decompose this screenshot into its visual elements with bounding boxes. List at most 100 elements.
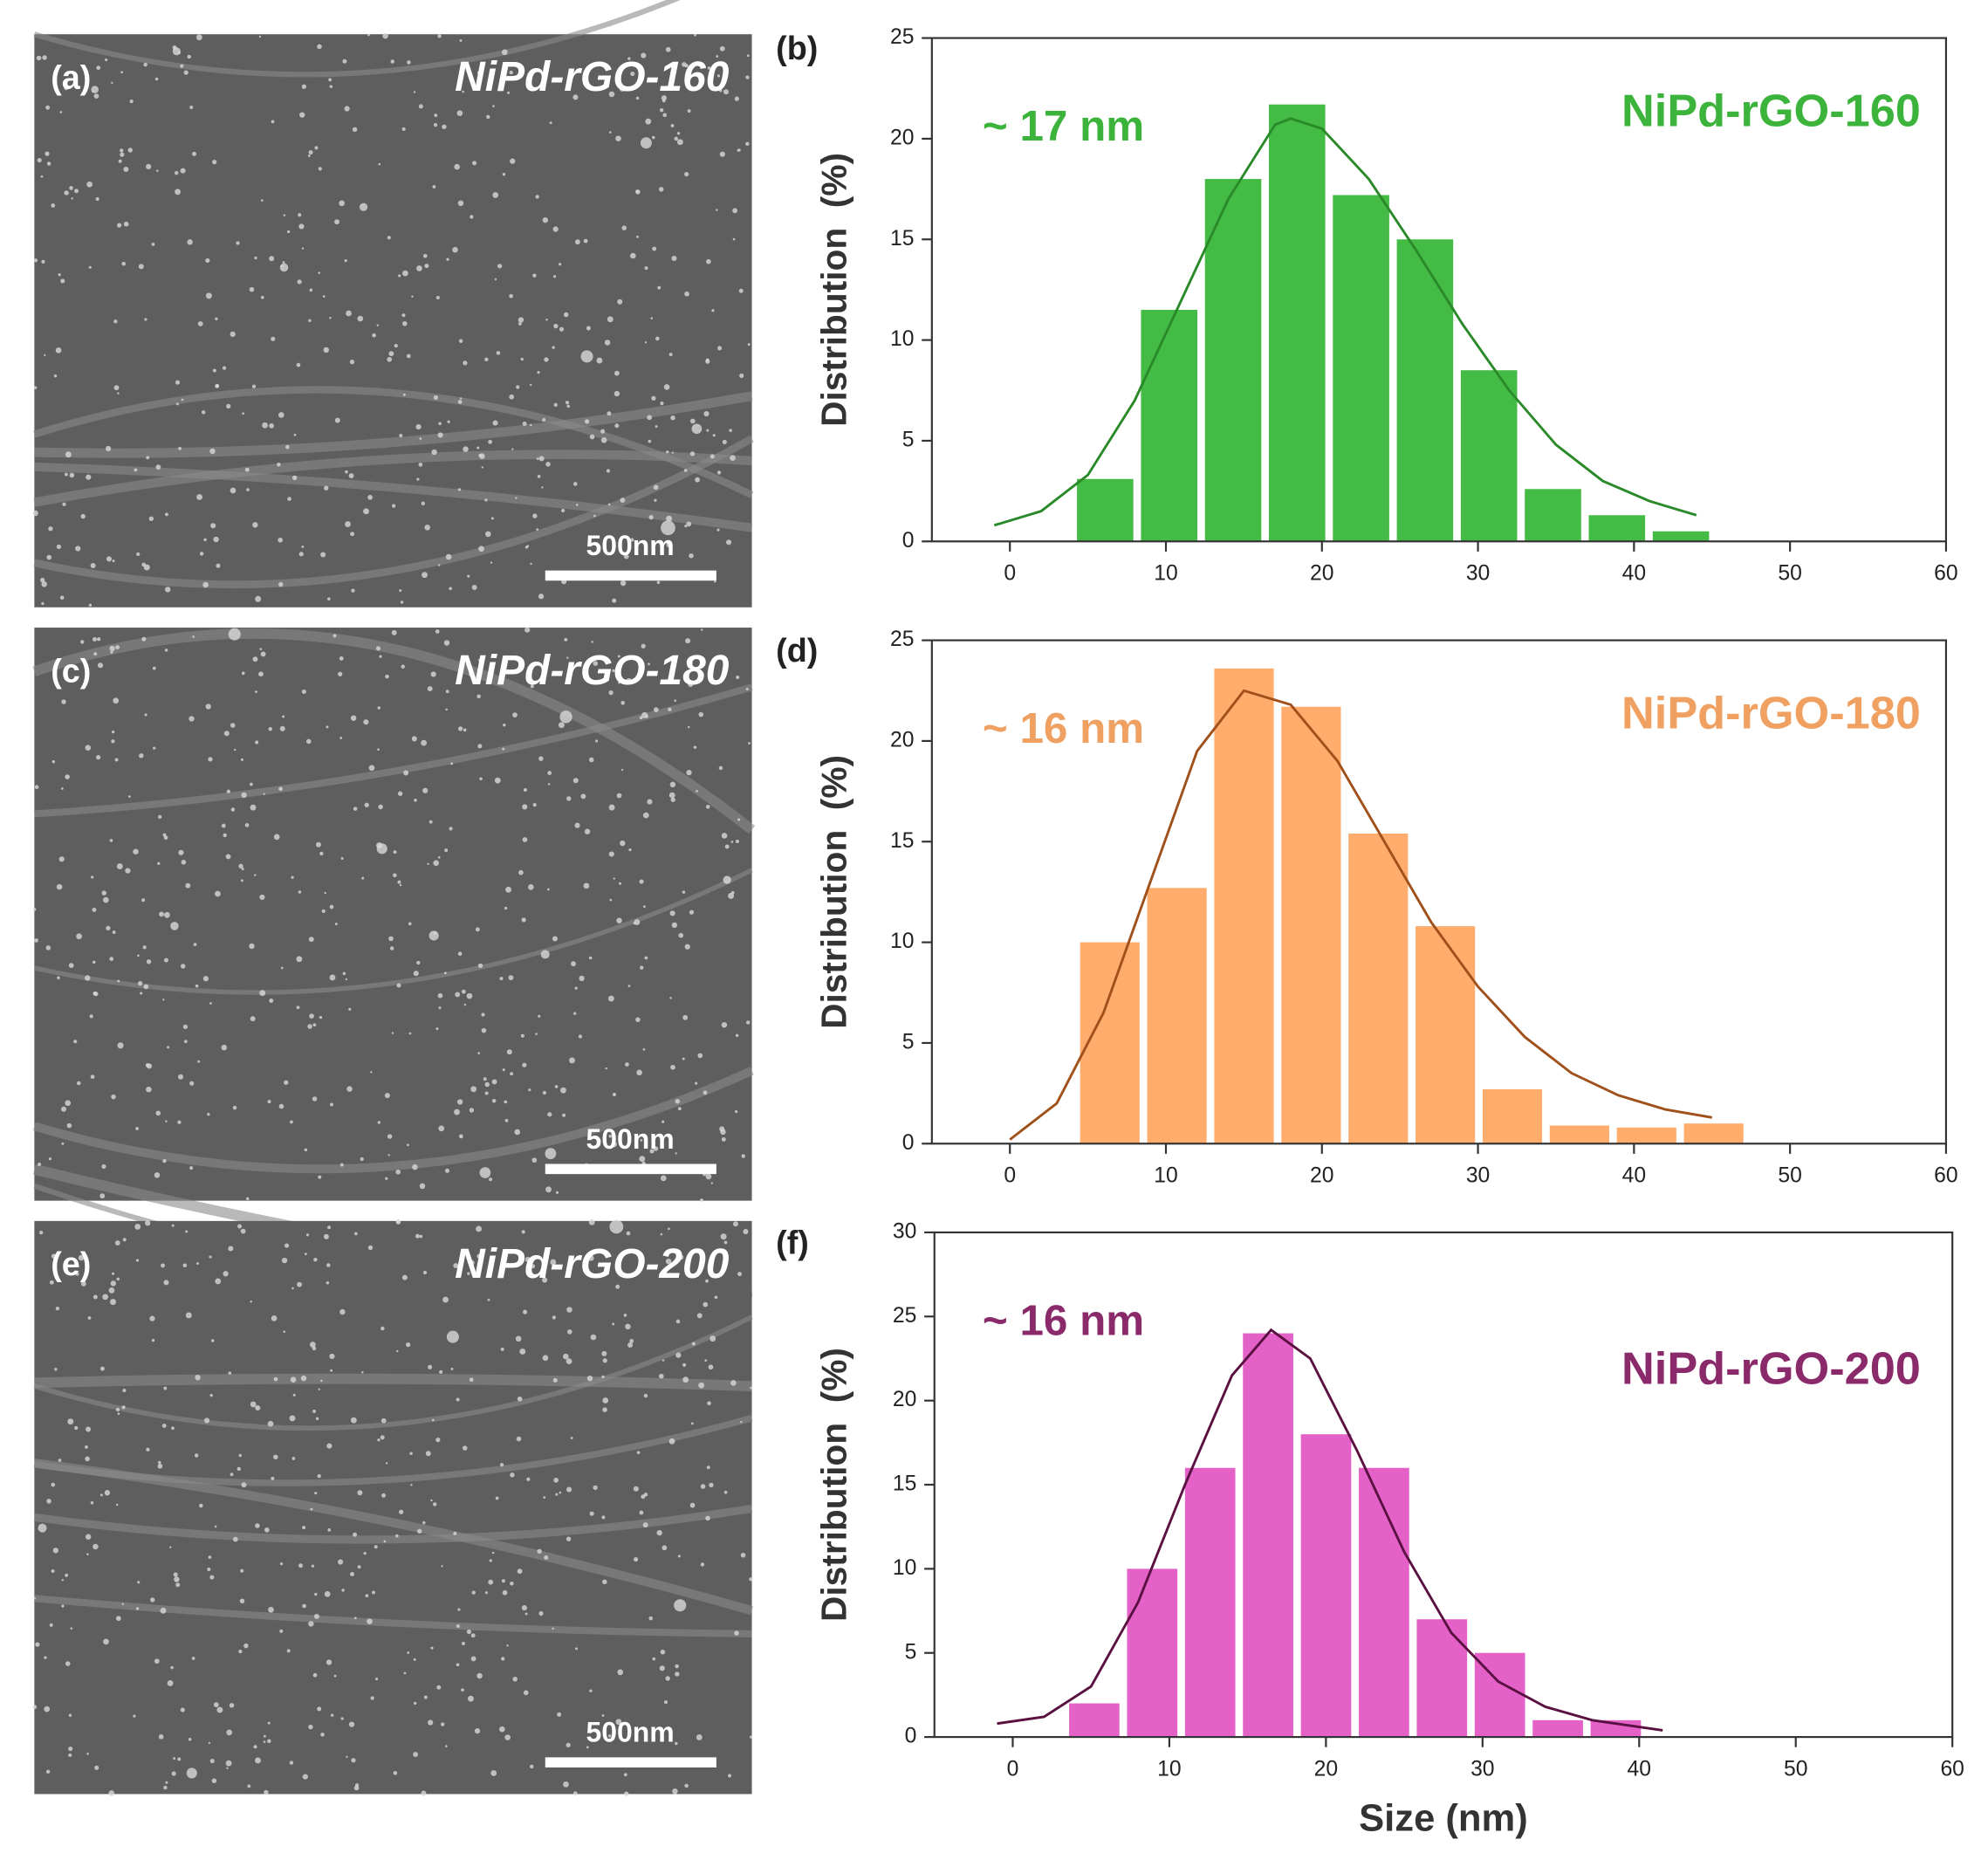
sem-particle bbox=[653, 707, 659, 712]
sem-particle bbox=[41, 581, 47, 587]
sem-particle bbox=[471, 1590, 476, 1595]
sem-particle bbox=[484, 357, 489, 361]
sem-particle bbox=[499, 977, 504, 981]
sem-particle bbox=[123, 167, 129, 173]
sem-particle bbox=[578, 1034, 583, 1039]
sem-particle bbox=[412, 1163, 418, 1170]
sem-particle bbox=[401, 313, 406, 318]
sem-particle bbox=[51, 1482, 56, 1487]
sem-particle bbox=[137, 954, 140, 957]
bar bbox=[1396, 239, 1454, 542]
sem-particle bbox=[435, 1027, 439, 1031]
sem-particle bbox=[302, 1526, 306, 1530]
sem-particle bbox=[683, 469, 688, 472]
sem-particle bbox=[62, 502, 66, 506]
sem-particle bbox=[607, 316, 614, 323]
sem-particle bbox=[154, 77, 159, 81]
sem-particle bbox=[163, 1280, 169, 1286]
sem-particle bbox=[606, 469, 611, 473]
sem-particle bbox=[196, 494, 203, 500]
sem-particle bbox=[685, 638, 691, 644]
sem-particle bbox=[422, 1520, 426, 1525]
bar bbox=[1080, 942, 1140, 1144]
sem-particle bbox=[720, 1233, 727, 1240]
sem-particle bbox=[226, 1729, 233, 1736]
sem-particle bbox=[177, 51, 181, 55]
sem-particle bbox=[128, 795, 131, 799]
sem-particle bbox=[588, 757, 594, 763]
sem-particle bbox=[73, 1040, 78, 1044]
sem-particle bbox=[492, 192, 499, 198]
sem-particle bbox=[740, 1420, 743, 1424]
sem-particle bbox=[430, 1646, 434, 1650]
sem-particle bbox=[647, 799, 653, 805]
sem-particle bbox=[537, 475, 541, 478]
sem-particle bbox=[552, 346, 555, 349]
sem-particle bbox=[573, 1012, 577, 1015]
sem-particle bbox=[564, 637, 568, 642]
sem-particle bbox=[648, 662, 650, 666]
sem-particle bbox=[93, 1543, 99, 1550]
sem-particle bbox=[413, 1752, 419, 1757]
sem-particle bbox=[320, 1379, 323, 1383]
sem-particle bbox=[33, 258, 38, 263]
sem-particle bbox=[559, 1491, 562, 1494]
sem-particle bbox=[504, 1100, 508, 1104]
sem-particle bbox=[360, 1156, 364, 1162]
sem-particle bbox=[133, 1714, 136, 1718]
sem-particle bbox=[197, 321, 203, 326]
sem-particle bbox=[297, 279, 302, 285]
sem-particle bbox=[671, 255, 677, 261]
sem-particle bbox=[228, 1371, 232, 1375]
sem-particle bbox=[104, 1490, 111, 1496]
sem-particle bbox=[641, 711, 648, 718]
sem-particle bbox=[93, 1294, 98, 1300]
sem-particle bbox=[36, 55, 42, 61]
sem-particle bbox=[741, 1154, 746, 1158]
sem-particle bbox=[51, 1569, 55, 1574]
sem-particle bbox=[374, 1545, 378, 1549]
bar bbox=[1416, 926, 1476, 1144]
sem-particle bbox=[167, 1046, 170, 1049]
sem-particle bbox=[52, 1548, 58, 1554]
sem-particle bbox=[121, 1405, 126, 1410]
sem-particle bbox=[244, 467, 250, 472]
sem-particle bbox=[173, 1572, 178, 1577]
sem-particle bbox=[226, 1767, 229, 1769]
size-annotation: ~ 16 nm bbox=[983, 1297, 1144, 1345]
sem-particle bbox=[443, 971, 447, 975]
sem-particle bbox=[459, 38, 463, 42]
sem-particle bbox=[97, 637, 101, 642]
sem-particle bbox=[221, 823, 226, 828]
sem-particle bbox=[395, 1349, 399, 1353]
sem-particle bbox=[552, 936, 558, 942]
sem-particle bbox=[33, 386, 38, 389]
sem-particle bbox=[299, 112, 305, 118]
sem-particle bbox=[689, 553, 694, 559]
sem-particle bbox=[314, 1592, 318, 1596]
bar bbox=[1214, 668, 1274, 1144]
y-axis-label: Distribution (%) bbox=[814, 755, 854, 1029]
sem-particle bbox=[697, 1053, 703, 1059]
sem-particle bbox=[504, 1734, 511, 1740]
sem-particle bbox=[545, 462, 551, 467]
sem-particle bbox=[501, 49, 508, 56]
sem-particle bbox=[506, 1049, 512, 1055]
sem-particle bbox=[612, 1092, 617, 1097]
sem-particle bbox=[181, 398, 184, 402]
sem-particle bbox=[477, 963, 483, 969]
sem-particle bbox=[411, 736, 417, 742]
bar bbox=[1127, 1568, 1178, 1738]
sem-particle bbox=[662, 1545, 668, 1551]
sem-particle bbox=[520, 1033, 524, 1038]
sem-particle bbox=[296, 956, 303, 963]
sem-particle bbox=[437, 992, 443, 999]
bar bbox=[1348, 834, 1409, 1144]
sem-particle bbox=[267, 1420, 274, 1427]
sem-particle bbox=[398, 274, 401, 278]
sem-particle bbox=[517, 1396, 523, 1402]
sem-particle bbox=[668, 1438, 675, 1445]
sem-particle bbox=[666, 515, 673, 522]
sem-particle bbox=[301, 84, 307, 89]
sem-particle bbox=[135, 1127, 140, 1130]
